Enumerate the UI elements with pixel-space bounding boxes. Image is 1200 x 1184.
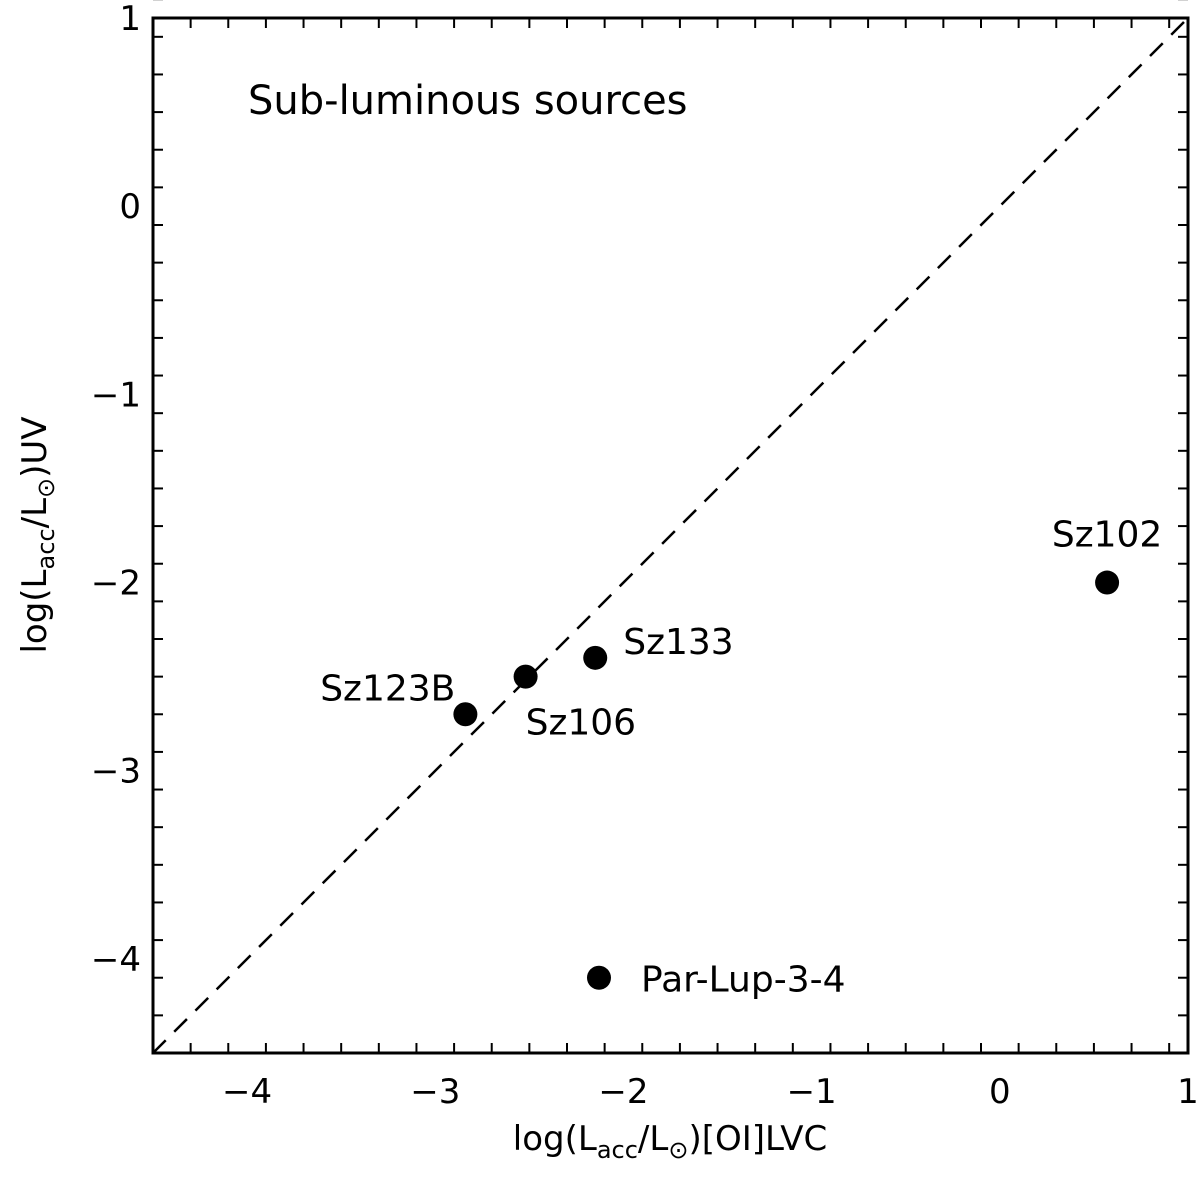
minor-ticks: [152, 0, 1188, 1054]
y-tick-label: −4: [91, 940, 141, 980]
point-label-sz123b: Sz123B: [320, 668, 455, 709]
point-label-sz106: Sz106: [526, 703, 636, 744]
point-sz106: [513, 664, 538, 689]
y-tick-label: −3: [91, 752, 141, 792]
y-axis-title-suffix: )UV: [15, 416, 55, 477]
y-axis-title-prefix: log(L: [15, 569, 55, 653]
point-sz133: [583, 645, 608, 670]
point-par-lup-3-4: [586, 965, 611, 990]
y-tick-labels: 1 0 −1 −2 −3 −4: [91, 0, 141, 980]
x-axis-title-sun: ⊙: [668, 1136, 688, 1164]
data-points: [453, 570, 1120, 990]
y-axis-title-sub-acc: acc: [32, 528, 60, 569]
x-tick-label: −2: [598, 1072, 648, 1112]
y-axis-title-sun: ⊙: [32, 478, 60, 498]
point-sz102: [1095, 570, 1120, 595]
y-tick-label: −2: [91, 564, 141, 604]
x-axis-title-suffix: )[OI]LVC: [688, 1119, 827, 1159]
point-label-par-lup-3-4: Par-Lup-3-4: [641, 960, 846, 1001]
x-axis-title-mid: /L: [638, 1119, 668, 1159]
x-tick-label: −1: [787, 1072, 837, 1112]
y-tick-label: −1: [91, 375, 141, 415]
y-axis-title: log(Lacc/L⊙)UV: [15, 416, 60, 653]
y-tick-label: 0: [119, 187, 141, 227]
annotation-sub-luminous-sources: Sub-luminous sources: [248, 78, 688, 124]
point-sz123b: [453, 702, 478, 727]
x-axis-title-prefix: log(L: [513, 1119, 597, 1159]
x-axis-title: log(Lacc/L⊙)[OI]LVC: [513, 1119, 827, 1164]
y-tick-label: 1: [119, 0, 141, 39]
plot-frame: [151, 16, 1190, 1055]
point-label-sz102: Sz102: [1052, 515, 1162, 556]
x-tick-labels: −4 −3 −2 −1 0 1: [222, 1072, 1199, 1112]
x-tick-label: 0: [989, 1072, 1011, 1112]
x-tick-label: 1: [1177, 1072, 1199, 1112]
x-tick-label: −4: [222, 1072, 272, 1112]
x-axis-title-sub-acc: acc: [597, 1136, 638, 1164]
x-tick-label: −3: [410, 1072, 460, 1112]
reference-line-one-to-one: [152, 17, 1189, 1054]
y-axis-title-mid: /L: [15, 498, 55, 528]
point-labels: Sz102 Sz133 Sz106 Sz123B Par-Lup-3-4: [320, 515, 1162, 1001]
point-label-sz133: Sz133: [623, 622, 733, 663]
